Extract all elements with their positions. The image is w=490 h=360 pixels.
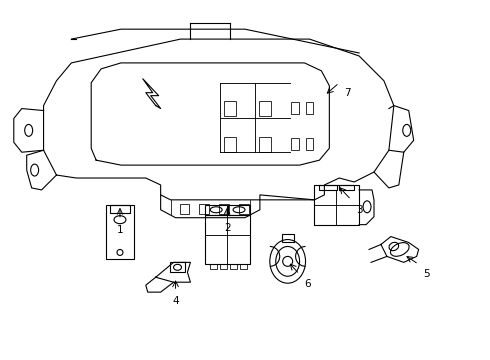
Bar xyxy=(240,264,247,269)
Bar xyxy=(210,264,217,269)
Bar xyxy=(199,204,209,214)
Bar xyxy=(291,102,298,113)
Bar xyxy=(224,100,236,116)
Bar xyxy=(205,215,250,264)
Bar xyxy=(170,262,185,272)
Bar xyxy=(259,137,271,152)
Bar xyxy=(239,204,249,214)
Bar xyxy=(230,264,237,269)
Text: 5: 5 xyxy=(423,269,430,279)
Bar xyxy=(306,138,314,150)
Bar xyxy=(259,100,271,116)
Text: 6: 6 xyxy=(304,279,311,289)
Bar xyxy=(228,205,250,215)
Bar xyxy=(315,185,359,225)
Text: 4: 4 xyxy=(172,296,179,306)
Text: 3: 3 xyxy=(356,205,363,215)
Bar xyxy=(339,185,354,190)
Bar xyxy=(179,204,190,214)
Text: 2: 2 xyxy=(224,223,230,233)
Bar xyxy=(224,137,236,152)
Text: 7: 7 xyxy=(344,88,350,98)
Bar xyxy=(282,234,294,242)
Bar xyxy=(306,102,314,113)
Bar xyxy=(219,204,229,214)
Bar xyxy=(110,205,130,213)
Bar xyxy=(291,138,298,150)
Bar xyxy=(205,205,227,215)
Text: 1: 1 xyxy=(117,225,123,235)
Bar xyxy=(106,205,134,260)
Bar xyxy=(220,264,227,269)
Bar xyxy=(319,185,337,190)
